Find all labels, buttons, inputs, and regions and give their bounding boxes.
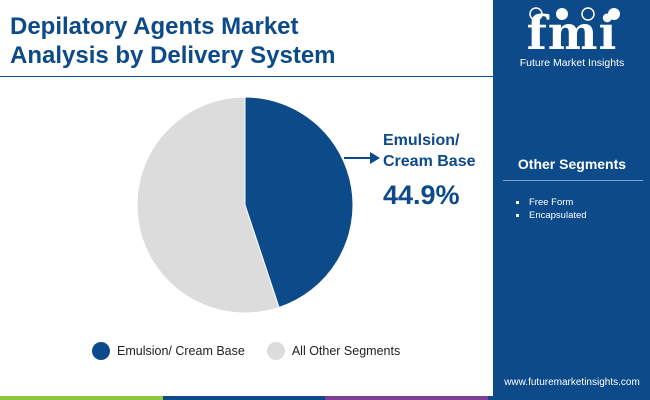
other-segment-item: Encapsulated (515, 209, 587, 222)
logo-icon-2 (556, 8, 568, 20)
bottom-bar-segment-3 (325, 396, 488, 400)
legend-item-1: Emulsion/ Cream Base (92, 342, 245, 360)
sidebar (493, 0, 650, 400)
logo-letters: fmi (526, 6, 618, 61)
logo-icon-1 (529, 7, 543, 21)
other-segments-heading: Other Segments (517, 156, 627, 172)
title-divider (0, 76, 493, 77)
legend-swatch (266, 342, 285, 360)
bottom-bar-segment-2 (162, 396, 325, 400)
callout-label: Emulsion/ Cream Base (383, 130, 483, 172)
callout-arrow-icon (344, 152, 380, 164)
pie-slice-2 (136, 96, 280, 314)
pie-slice-1 (244, 96, 354, 309)
bottom-bar-segment-1 (0, 396, 163, 400)
chart-title-line-1: Depilatory Agents Market (10, 13, 299, 40)
legend-label: Emulsion/ Cream Base (117, 344, 245, 358)
legend-label: All Other Segments (291, 344, 401, 358)
pie-chart (136, 96, 354, 314)
logo-icon-4 (608, 8, 620, 20)
bottom-color-bar (0, 396, 650, 400)
chart-title-line-2: Analysis by Delivery System (10, 42, 336, 69)
bottom-bar-segment-4 (487, 396, 650, 400)
logo-icon-3 (581, 7, 595, 21)
callout-value: 44.9% (383, 180, 460, 210)
chart-title: Depilatory Agents Market Analysis by Del… (10, 12, 480, 70)
logo-caption: Future Market Insights (519, 57, 625, 69)
other-segment-item: Free Form (515, 196, 587, 209)
other-segments-list: Free Form Encapsulated (515, 196, 587, 222)
website-url[interactable]: www.futuremarketinsights.com (504, 377, 640, 388)
legend-swatch (92, 342, 110, 360)
chart-legend: Emulsion/ Cream Base All Other Segments (92, 342, 422, 360)
callout-label-line-2: Cream Base (383, 153, 476, 170)
legend-item-2: All Other Segments (266, 342, 401, 360)
logo-icons (529, 7, 620, 21)
callout-label-line-1: Emulsion/ (383, 132, 460, 149)
other-segments-divider (503, 180, 643, 181)
